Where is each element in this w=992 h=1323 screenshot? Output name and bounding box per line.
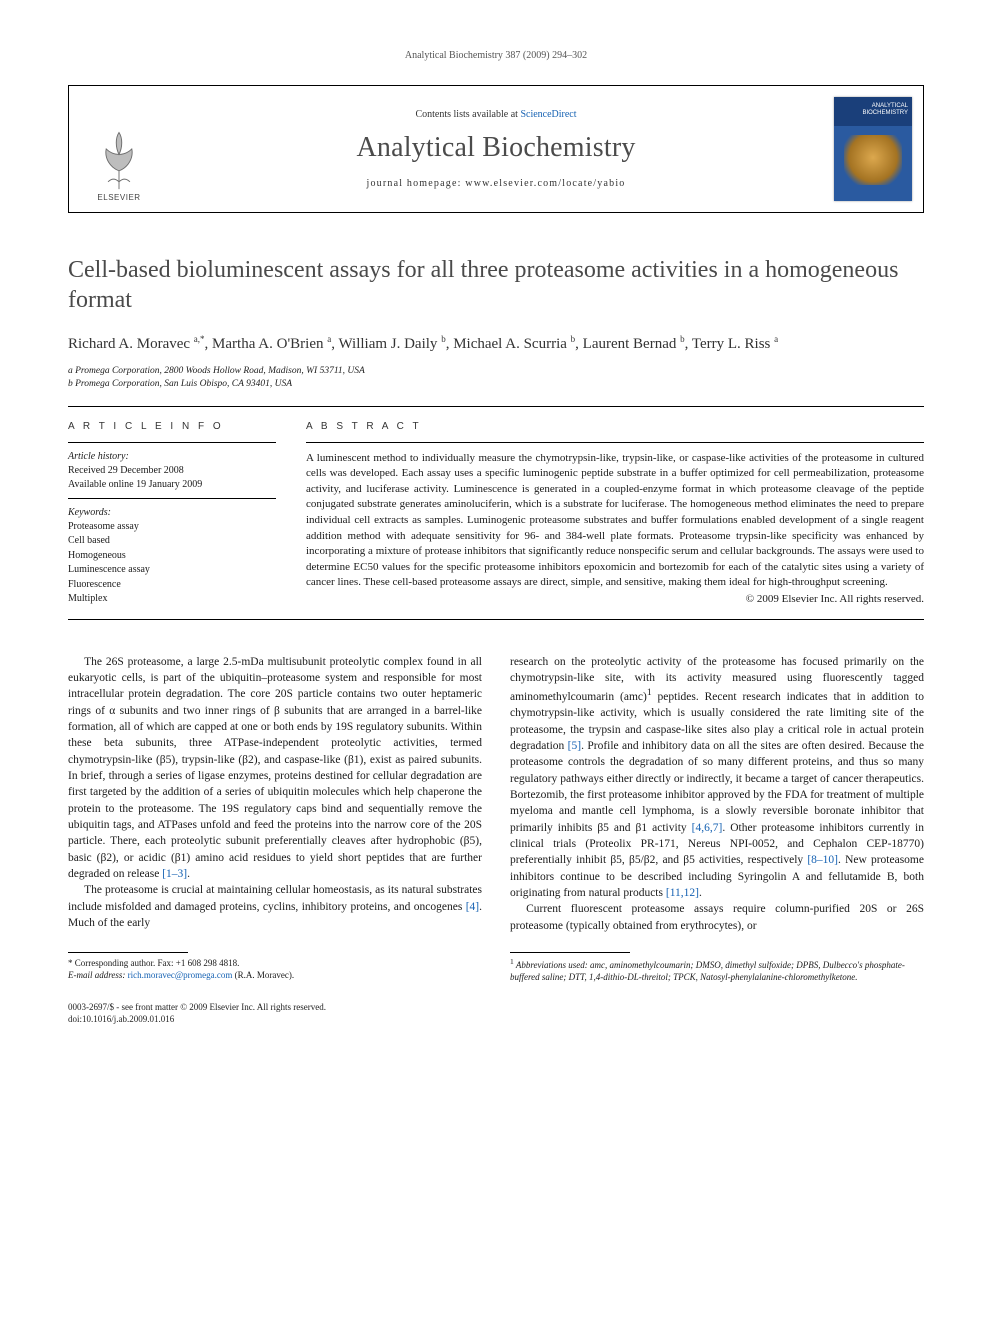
tree-icon: [89, 127, 149, 191]
info-rule-2: [68, 498, 276, 499]
authors-line: Richard A. Moravec a,*, Martha A. O'Brie…: [68, 333, 924, 355]
cover-art: [844, 135, 902, 185]
affiliation-a: a Promega Corporation, 2800 Woods Hollow…: [68, 365, 924, 378]
masthead-right: ANALYTICAL BIOCHEMISTRY: [823, 86, 923, 212]
abstract-rule: [306, 442, 924, 443]
info-abstract-row: A R T I C L E I N F O Article history: R…: [68, 421, 924, 607]
rule-top: [68, 406, 924, 407]
body-p3: research on the proteolytic activity of …: [510, 654, 924, 902]
abstract-col: A B S T R A C T A luminescent method to …: [306, 421, 924, 607]
footer-meta: 0003-2697/$ - see front matter © 2009 El…: [68, 1001, 924, 1025]
cover-title: ANALYTICAL BIOCHEMISTRY: [838, 103, 908, 116]
body-p2: The proteasome is crucial at maintaining…: [68, 882, 482, 931]
elsevier-logo: ELSEVIER: [88, 124, 150, 202]
online-line: Available online 19 January 2009: [68, 478, 276, 492]
keyword: Fluorescence: [68, 578, 276, 593]
corresponding-author: * Corresponding author. Fax: +1 608 298 …: [68, 957, 482, 969]
article-title: Cell-based bioluminescent assays for all…: [68, 255, 924, 315]
running-head: Analytical Biochemistry 387 (2009) 294–3…: [68, 50, 924, 61]
keywords-list: Proteasome assay Cell based Homogeneous …: [68, 520, 276, 607]
masthead: ELSEVIER Contents lists available at Sci…: [68, 85, 924, 213]
journal-cover-thumb: ANALYTICAL BIOCHEMISTRY: [834, 97, 912, 201]
keyword: Cell based: [68, 534, 276, 549]
keyword: Luminescence assay: [68, 563, 276, 578]
body-columns: The 26S proteasome, a large 2.5-mDa mult…: [68, 654, 924, 934]
ref-link[interactable]: [1–3]: [162, 868, 187, 880]
body-p4: Current fluorescent proteasome assays re…: [510, 901, 924, 934]
publisher-logo-cell: ELSEVIER: [69, 86, 169, 212]
footnotes-row: * Corresponding author. Fax: +1 608 298 …: [68, 952, 924, 983]
homepage-prefix: journal homepage:: [366, 178, 465, 189]
keyword: Proteasome assay: [68, 520, 276, 535]
affiliations: a Promega Corporation, 2800 Woods Hollow…: [68, 365, 924, 392]
received-line: Received 29 December 2008: [68, 464, 276, 478]
email-link[interactable]: rich.moravec@promega.com: [128, 970, 233, 980]
front-matter-line: 0003-2697/$ - see front matter © 2009 El…: [68, 1001, 924, 1013]
homepage-url[interactable]: www.elsevier.com/locate/yabio: [465, 178, 625, 189]
keyword: Homogeneous: [68, 549, 276, 564]
contents-prefix: Contents lists available at: [415, 109, 520, 120]
footnote-rule: [510, 952, 630, 953]
corresponding-email-line: E-mail address: rich.moravec@promega.com…: [68, 969, 482, 981]
contents-available-line: Contents lists available at ScienceDirec…: [415, 109, 576, 120]
journal-homepage-line: journal homepage: www.elsevier.com/locat…: [366, 178, 625, 189]
abstract-head: A B S T R A C T: [306, 421, 924, 432]
info-rule-1: [68, 442, 276, 443]
doi-line: doi:10.1016/j.ab.2009.01.016: [68, 1013, 924, 1025]
ref-link[interactable]: [4,6,7]: [692, 822, 723, 834]
abbreviations-footnote: 1 Abbreviations used: amc, aminomethylco…: [510, 957, 924, 983]
affiliation-b: b Promega Corporation, San Luis Obispo, …: [68, 378, 924, 391]
footnote-left: * Corresponding author. Fax: +1 608 298 …: [68, 952, 482, 983]
ref-link[interactable]: [4]: [466, 901, 479, 913]
sciencedirect-link[interactable]: ScienceDirect: [520, 109, 576, 120]
journal-name: Analytical Biochemistry: [356, 132, 635, 164]
email-label: E-mail address:: [68, 970, 128, 980]
history-label: Article history:: [68, 451, 276, 462]
page-root: Analytical Biochemistry 387 (2009) 294–3…: [0, 0, 992, 1066]
article-info-col: A R T I C L E I N F O Article history: R…: [68, 421, 276, 607]
ref-link[interactable]: [11,12]: [666, 887, 699, 899]
footnote-rule: [68, 952, 188, 953]
body-p1: The 26S proteasome, a large 2.5-mDa mult…: [68, 654, 482, 883]
keywords-label: Keywords:: [68, 507, 276, 518]
rule-bottom: [68, 619, 924, 620]
abstract-copyright: © 2009 Elsevier Inc. All rights reserved…: [306, 593, 924, 605]
ref-link[interactable]: [8–10]: [807, 854, 838, 866]
masthead-center: Contents lists available at ScienceDirec…: [169, 86, 823, 212]
footnote-right: 1 Abbreviations used: amc, aminomethylco…: [510, 952, 924, 983]
article-info-head: A R T I C L E I N F O: [68, 421, 276, 432]
ref-link[interactable]: [5]: [568, 740, 581, 752]
publisher-label: ELSEVIER: [97, 193, 140, 202]
abstract-text: A luminescent method to individually mea…: [306, 451, 924, 591]
keyword: Multiplex: [68, 592, 276, 607]
